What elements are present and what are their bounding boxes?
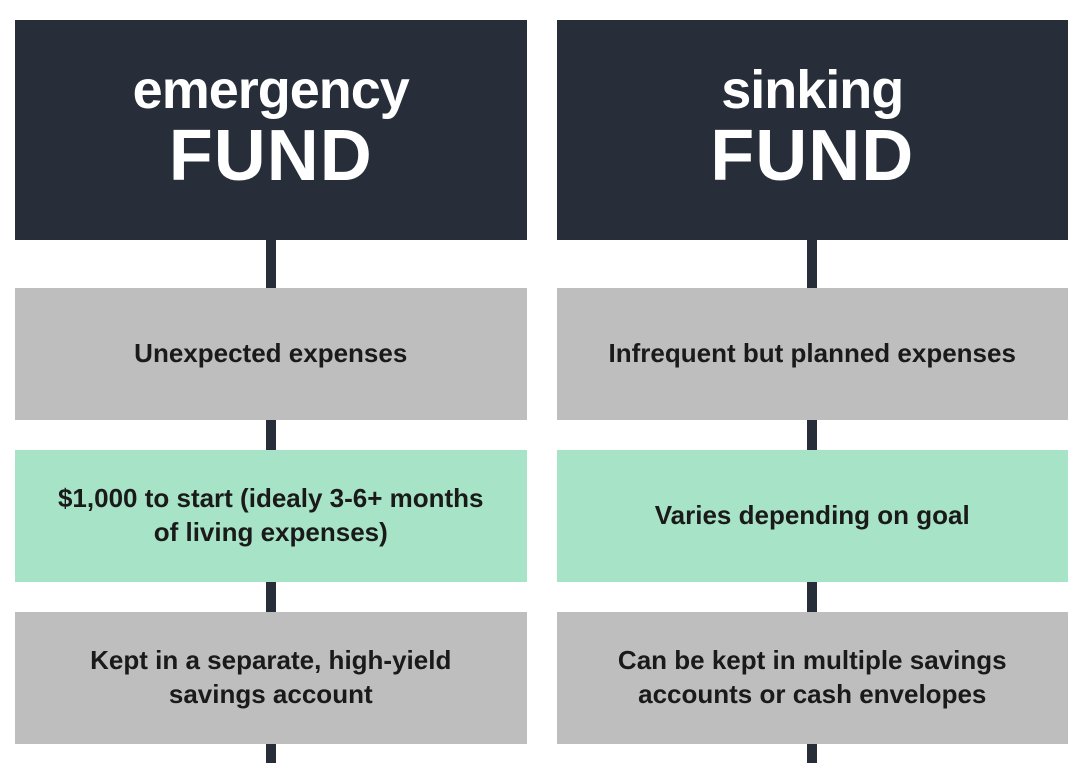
item-text: Varies depending on goal [655, 499, 970, 533]
item-box: Can be kept in multiple savings accounts… [557, 612, 1069, 744]
item-text: Unexpected expenses [134, 337, 407, 371]
item-box: Infrequent but planned expenses [557, 288, 1069, 420]
item-text: $1,000 to start (idealy 3-6+ months of l… [45, 482, 497, 550]
item-box: Kept in a separate, high-yield savings a… [15, 612, 527, 744]
header-title-line2: FUND [169, 117, 373, 196]
item-box: $1,000 to start (idealy 3-6+ months of l… [15, 450, 527, 582]
column-emergency-fund: emergency FUND Unexpected expenses $1,00… [15, 20, 527, 763]
header-sinking-fund: sinking FUND [557, 20, 1069, 240]
item-box: Varies depending on goal [557, 450, 1069, 582]
item-text: Kept in a separate, high-yield savings a… [45, 644, 497, 712]
header-title-line1: sinking [721, 63, 903, 117]
item-box: Unexpected expenses [15, 288, 527, 420]
item-text: Can be kept in multiple savings accounts… [587, 644, 1039, 712]
header-title-line1: emergency [133, 63, 409, 117]
header-emergency-fund: emergency FUND [15, 20, 527, 240]
comparison-container: emergency FUND Unexpected expenses $1,00… [15, 20, 1068, 763]
column-sinking-fund: sinking FUND Infrequent but planned expe… [557, 20, 1069, 763]
header-title-line2: FUND [710, 117, 914, 196]
item-text: Infrequent but planned expenses [609, 337, 1016, 371]
